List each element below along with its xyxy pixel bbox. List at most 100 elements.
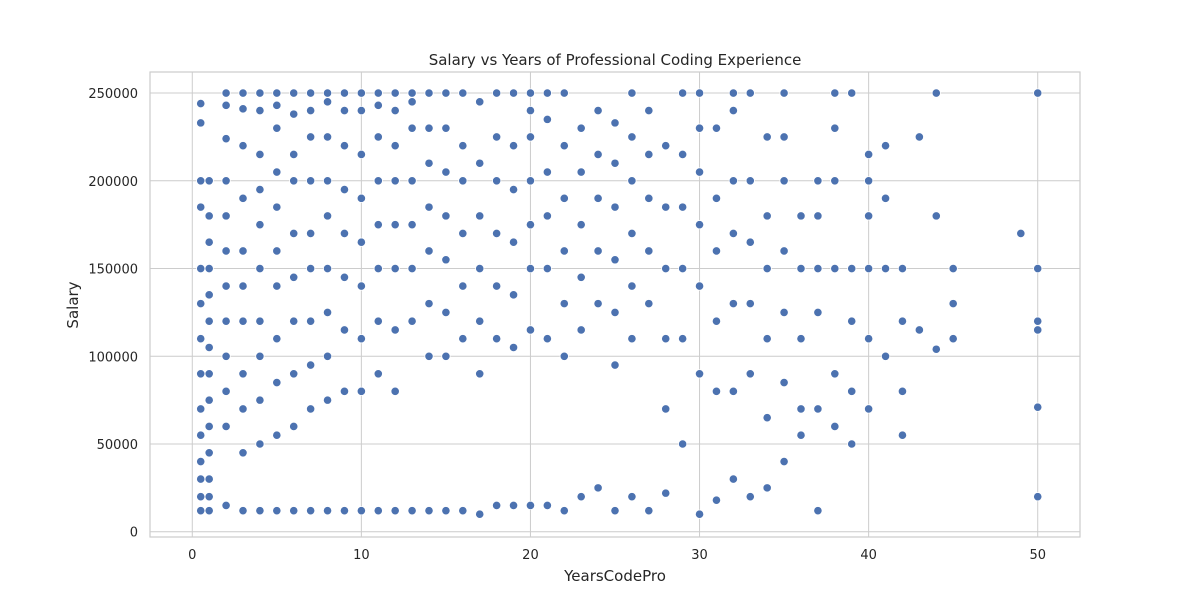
data-point [847,439,857,449]
data-point [847,263,857,274]
data-point [610,158,620,168]
data-point [272,430,282,440]
data-point [289,421,299,432]
data-point [661,202,671,212]
data-point [762,413,772,423]
data-point [356,237,366,247]
data-point [390,106,400,116]
data-point [508,290,519,300]
y-tick-label: 0 [130,526,138,541]
data-point [728,228,738,239]
data-point [322,88,333,98]
data-point [728,474,738,484]
x-axis-label: YearsCodePro [563,567,666,585]
data-point [779,377,789,388]
data-point [221,246,231,256]
data-point [322,395,333,405]
data-point [796,263,806,274]
data-point [221,281,231,291]
data-point [830,123,840,133]
data-point [711,386,722,396]
data-point [441,351,451,361]
data-point [779,132,789,142]
data-point [1033,492,1043,502]
data-point [424,88,434,98]
data-point [272,167,282,177]
data-point [1033,402,1043,412]
chart-title: Salary vs Years of Professional Coding E… [429,51,802,69]
data-point [610,506,620,516]
data-point [255,220,265,230]
data-point [322,97,333,107]
data-point [390,176,400,186]
data-point [694,88,705,98]
data-point [196,456,206,467]
data-point [356,386,366,396]
data-point [711,123,722,133]
data-point [255,149,265,160]
data-point [204,263,214,274]
data-point [475,316,485,326]
data-point [931,88,941,98]
data-point [542,263,552,274]
data-point [610,360,620,370]
data-point [272,123,282,133]
data-point [458,281,468,291]
data-point [196,202,206,212]
data-point [373,263,383,274]
data-point [255,506,265,516]
data-point [373,506,383,516]
data-point [204,342,214,353]
data-point [221,316,231,326]
data-point [424,506,434,516]
data-point [204,474,214,484]
data-point [196,369,206,379]
data-point [255,395,265,405]
data-point [407,220,417,230]
data-point [306,506,316,516]
data-point [813,176,823,186]
data-point [339,386,350,396]
data-point [1033,88,1043,98]
data-point [424,246,434,256]
data-point [610,118,620,128]
data-point [610,255,620,265]
data-point [711,495,722,505]
data-point [441,211,451,221]
data-point [847,316,857,326]
data-point [508,500,519,511]
data-point [525,176,536,186]
data-point [880,351,891,361]
data-point [221,421,231,432]
data-point [458,176,468,186]
data-point [694,123,705,133]
data-point [779,456,789,467]
data-point [458,506,468,516]
data-point [306,88,316,98]
data-point [196,404,206,414]
data-point [424,158,434,168]
data-point [390,325,400,335]
data-point [762,263,772,274]
data-point [289,369,299,379]
data-point [661,141,671,151]
data-point [830,369,840,379]
data-point [864,334,874,344]
data-point [678,149,688,160]
data-point [728,106,738,116]
data-point [627,334,637,344]
data-point [593,149,603,160]
data-point [728,88,738,98]
data-point [830,421,840,432]
data-point [897,386,908,396]
data-point [864,404,874,414]
data-point [356,106,366,116]
data-point [525,220,536,230]
data-point [289,109,299,119]
data-point [373,369,383,379]
data-point [559,88,569,98]
data-point [322,176,333,186]
data-point [610,202,620,212]
data-point [694,369,705,379]
